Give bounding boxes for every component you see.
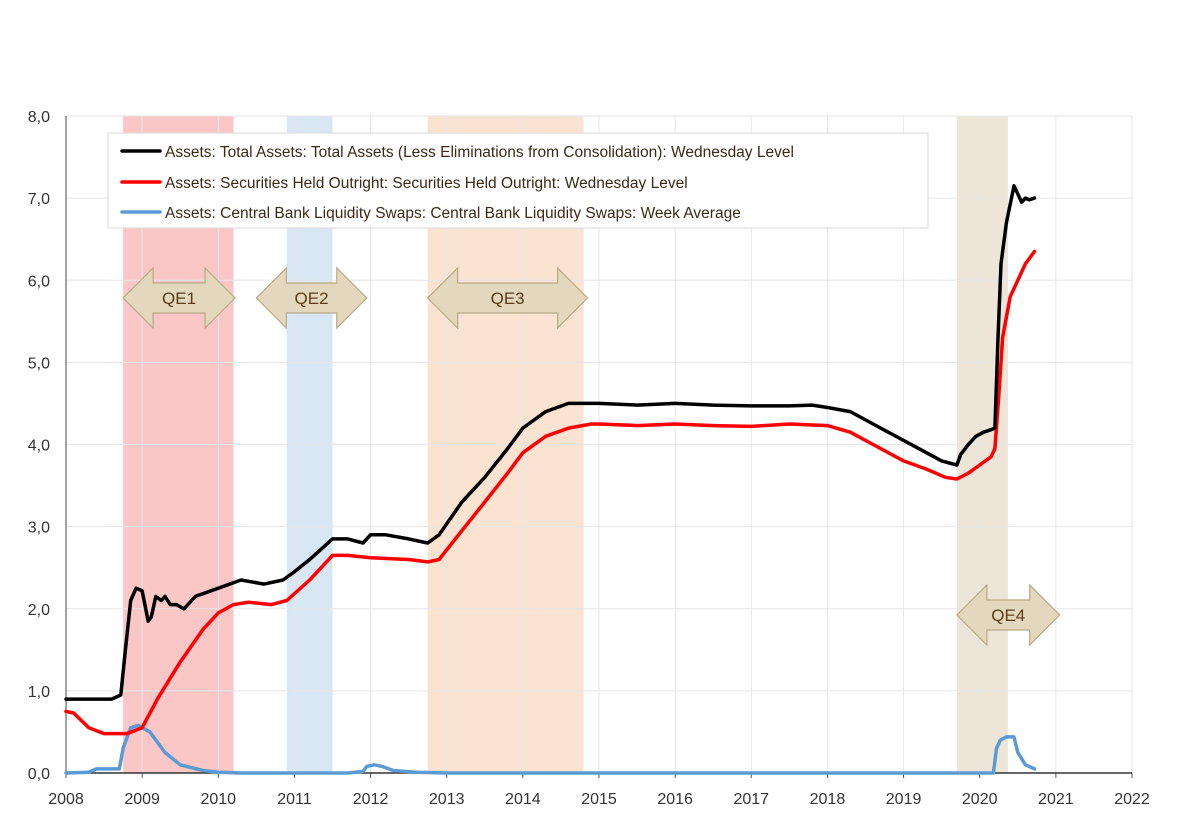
x-tick-label: 2017 bbox=[733, 791, 769, 808]
qe-label-qe1: QE1 bbox=[162, 289, 196, 308]
x-tick-label: 2022 bbox=[1114, 791, 1150, 808]
legend-item-total-assets-label: Assets: Total Assets: Total Assets (Less… bbox=[165, 144, 794, 161]
x-tick-label: 2008 bbox=[48, 791, 84, 808]
qe-label-qe2: QE2 bbox=[295, 289, 329, 308]
qe-arrow-qe2 bbox=[255, 266, 368, 330]
x-tick-label: 2013 bbox=[429, 791, 465, 808]
gridlines bbox=[66, 115, 1133, 773]
x-tick-label: 2012 bbox=[353, 791, 389, 808]
y-tick-label: 1,0 bbox=[28, 684, 50, 701]
y-tick-label: 4,0 bbox=[28, 438, 50, 455]
qe-arrow-qe4 bbox=[956, 583, 1061, 647]
qe-arrows: QE1 QE2 QE3 QE4 bbox=[122, 266, 1061, 647]
legend-item-swaps-label: Assets: Central Bank Liquidity Swaps: Ce… bbox=[165, 205, 741, 222]
x-tick-label: 2010 bbox=[200, 791, 236, 808]
y-tick-label: 6,0 bbox=[28, 273, 50, 290]
x-tick-label: 2021 bbox=[1038, 791, 1074, 808]
x-tick-label: 2019 bbox=[886, 791, 922, 808]
x-tick-label: 2015 bbox=[581, 791, 617, 808]
securities-held-outright-line bbox=[64, 249, 1037, 736]
qe-label-qe4: QE4 bbox=[991, 606, 1025, 625]
qe-label-qe3: QE3 bbox=[491, 289, 525, 308]
qe-arrow-qe1 bbox=[122, 266, 236, 330]
y-tick-label: 7,0 bbox=[28, 191, 50, 208]
qe-arrow-qe3 bbox=[426, 266, 589, 330]
y-tick-label: 5,0 bbox=[28, 355, 50, 372]
x-tick-label: 2009 bbox=[124, 791, 160, 808]
series-lines bbox=[64, 184, 1037, 775]
legend-box bbox=[107, 132, 929, 229]
x-tick-label: 2020 bbox=[962, 791, 998, 808]
legend-item-securities-label: Assets: Securities Held Outright: Securi… bbox=[165, 175, 688, 192]
y-tick-label: 8,0 bbox=[28, 109, 50, 126]
x-tick-label: 2011 bbox=[277, 791, 312, 808]
y-tick-label: 3,0 bbox=[28, 520, 50, 537]
x-tick-label: 2014 bbox=[505, 791, 541, 808]
y-tick-label: 2,0 bbox=[28, 602, 50, 619]
x-tick-label: 2016 bbox=[657, 791, 693, 808]
total-assets-line bbox=[64, 184, 1037, 701]
legend: Assets: Total Assets: Total Assets (Less… bbox=[107, 132, 929, 229]
x-tick-label: 2018 bbox=[810, 791, 846, 808]
y-tick-label: 0,0 bbox=[28, 766, 50, 783]
